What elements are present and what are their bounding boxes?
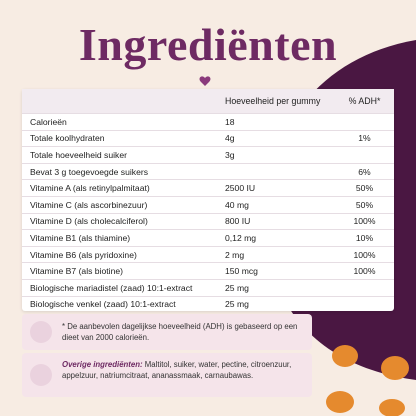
other-label: Overige ingrediënten: — [62, 360, 143, 369]
other-text: Overige ingrediënten: Maltitol, suiker, … — [62, 359, 304, 381]
table-cell: Vitamine B7 (als biotine) — [22, 262, 215, 280]
header-cell: Hoeveelheid per gummy — [215, 89, 335, 114]
table-row: Vitamine A (als retinylpalmitaat) 2500 IU… — [22, 179, 394, 197]
table-cell: 0,12 mg — [215, 229, 335, 247]
gummies — [326, 345, 409, 416]
table-cell: 2500 IU — [215, 179, 335, 197]
footnote-box: * De aanbevolen dagelijkse hoeveelheid (… — [22, 314, 312, 350]
table-cell — [335, 278, 394, 297]
table-row: Vitamine B6 (als pyridoxine) 2 mg 100% — [22, 245, 394, 263]
table-row: Vitamine B7 (als biotine) 150 mcg 100% — [22, 262, 394, 280]
table-cell — [215, 162, 335, 180]
table-cell: 100% — [335, 212, 394, 230]
table-cell: 6% — [335, 162, 394, 180]
table-cell: 2 mg — [215, 245, 335, 263]
table-cell: 100% — [335, 262, 394, 280]
table-body: Calorieën 18 Totale koolhydraten 4g 1% Totale… — [22, 113, 394, 313]
table-cell: 4g — [215, 129, 335, 147]
table-row: Vitamine D (als cholecalciferol) 800 IU 10… — [22, 212, 394, 230]
table-cell: Totale hoeveelheid suiker — [22, 146, 215, 164]
header-row: Hoeveelheid per gummy % ADH* — [22, 89, 394, 114]
table-cell: 50% — [335, 179, 394, 197]
table-row: Totale hoeveelheid suiker 3g — [22, 146, 394, 164]
table-cell: 1% — [335, 129, 394, 147]
table-cell: Totale koolhydraten — [22, 129, 215, 147]
table-row: Biologische mariadistel (zaad) 10:1-extr… — [22, 278, 394, 297]
table-cell: 800 IU — [215, 212, 335, 230]
header-cell: % ADH* — [335, 89, 394, 114]
footnote: * De aanbevolen dagelijkse hoeveelheid (… — [62, 322, 298, 342]
table-row: Vitamine C (als ascorbinezuur) 40 mg 50% — [22, 195, 394, 214]
table-row: Totale koolhydraten 4g 1% — [22, 129, 394, 147]
table-cell: Vitamine A (als retinylpalmitaat) — [22, 179, 215, 197]
other-box: Overige ingrediënten: Maltitol, suiker, … — [22, 353, 312, 397]
table-cell — [335, 295, 394, 313]
nutrition-table: Hoeveelheid per gummy % ADH* Calorieën 18… — [22, 89, 394, 313]
table-cell: 18 — [215, 113, 335, 131]
table-cell: 25 mg — [215, 295, 335, 313]
table-cell: 40 mg — [215, 195, 335, 214]
table-cell: Bevat 3 g toegevoegde suikers — [22, 162, 215, 180]
icon — [30, 364, 52, 386]
table-row: Biologische venkel (zaad) 10:1-extract 25… — [22, 295, 394, 313]
table-cell: Biologische mariadistel (zaad) 10:1-extr… — [22, 278, 215, 297]
table-cell — [335, 146, 394, 164]
table-cell: 25 mg — [215, 278, 335, 297]
table-cell: 100% — [335, 245, 394, 263]
table-cell: 3g — [215, 146, 335, 164]
nutrition-table-card: Hoeveelheid per gummy % ADH* Calorieën 18… — [22, 89, 394, 313]
header-cell — [22, 89, 215, 114]
table-cell: 10% — [335, 229, 394, 247]
icon — [30, 321, 52, 343]
table-cell: Vitamine B1 (als thiamine) — [22, 229, 215, 247]
table-cell: 50% — [335, 195, 394, 214]
other-list: Maltitol, suiker, water, pectine, citroe… — [62, 360, 292, 380]
table-cell: Vitamine B6 (als pyridoxine) — [22, 245, 215, 263]
table-cell: Biologische venkel (zaad) 10:1-extract — [22, 295, 215, 313]
title: Ingrediënten — [78, 19, 338, 70]
table-cell: Calorieën — [22, 113, 215, 131]
table-row: Vitamine B1 (als thiamine) 0,12 mg 10% — [22, 229, 394, 247]
heart — [199, 76, 211, 86]
table-cell: 150 mcg — [215, 262, 335, 280]
table-cell: Vitamine C (als ascorbinezuur) — [22, 195, 215, 214]
table-row: Bevat 3 g toegevoegde suikers 6% — [22, 162, 394, 180]
table-row: Calorieën 18 — [22, 113, 394, 131]
table-cell: Vitamine D (als cholecalciferol) — [22, 212, 215, 230]
table-cell — [335, 113, 394, 131]
